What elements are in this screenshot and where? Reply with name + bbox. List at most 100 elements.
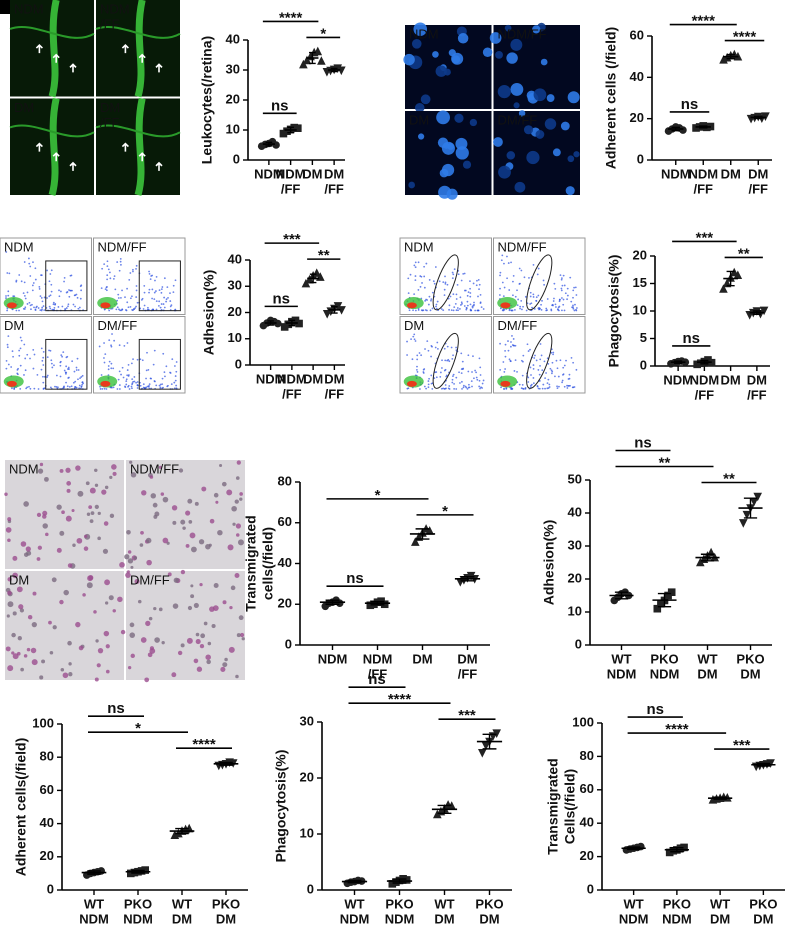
event [427, 349, 430, 352]
data-point [742, 510, 752, 520]
event [562, 303, 565, 306]
event [504, 368, 507, 370]
event [70, 289, 72, 292]
event [143, 284, 146, 287]
event [478, 288, 480, 291]
event [533, 308, 536, 310]
event [40, 347, 43, 350]
event [441, 367, 443, 369]
y-tick-label: 40 [228, 251, 242, 266]
significance-label: ns [346, 570, 364, 587]
event [155, 275, 158, 278]
event [417, 289, 420, 291]
cell [211, 623, 216, 629]
error-bar [626, 846, 641, 851]
event [466, 300, 469, 303]
event [103, 342, 105, 344]
cell [68, 662, 72, 666]
event [127, 363, 130, 366]
event [104, 288, 107, 291]
cell [7, 665, 14, 672]
event [571, 386, 574, 389]
cell [16, 586, 23, 593]
event [551, 303, 554, 306]
cell [112, 471, 117, 476]
y-tick-label: 20 [300, 769, 314, 784]
y-tick-label: 0 [307, 881, 314, 896]
event [167, 296, 169, 299]
event [121, 289, 123, 292]
event [48, 280, 51, 283]
x-tick-label: PKO [736, 651, 764, 666]
y-tick-label: 60 [40, 782, 54, 797]
event [454, 302, 457, 305]
x-tick-label: PKO [385, 896, 413, 911]
gate [138, 338, 181, 390]
cell [129, 632, 136, 638]
event [155, 308, 158, 311]
event [554, 375, 556, 378]
event [136, 387, 139, 389]
event [108, 339, 111, 342]
event [413, 293, 416, 296]
cell [89, 487, 96, 494]
cell [5, 646, 11, 652]
image-label: NDM [9, 461, 39, 476]
event [573, 386, 576, 388]
y-tick-label: 80 [40, 749, 54, 764]
event [552, 300, 555, 302]
event [74, 386, 76, 388]
event [103, 263, 106, 266]
cell [235, 476, 240, 480]
event [159, 383, 162, 386]
nucleus [565, 186, 575, 196]
event [409, 273, 412, 276]
event [127, 306, 130, 309]
event [126, 287, 128, 290]
error-bar [437, 804, 452, 814]
y-tick-label: 20 [633, 247, 647, 262]
event [575, 294, 578, 296]
event [474, 369, 477, 372]
event [522, 305, 524, 308]
event [529, 384, 532, 387]
event [132, 270, 134, 273]
event [461, 302, 463, 305]
event [537, 387, 540, 390]
cell [160, 492, 165, 496]
cell [56, 504, 62, 510]
event [116, 261, 119, 263]
event [34, 278, 37, 281]
cell [36, 512, 42, 517]
cell [72, 543, 76, 547]
data-point [759, 306, 769, 316]
x-tick-label: /FF [282, 386, 302, 401]
cell [199, 582, 203, 587]
event [448, 304, 451, 307]
event [29, 357, 31, 360]
event [52, 303, 55, 306]
event [161, 377, 164, 380]
cell [187, 605, 193, 611]
event [499, 307, 502, 310]
event [570, 300, 573, 303]
event [501, 281, 504, 284]
cell [27, 614, 33, 620]
event [479, 374, 482, 376]
event [513, 370, 516, 372]
event [453, 382, 455, 385]
cell [193, 658, 199, 664]
event [146, 308, 149, 311]
event [163, 296, 166, 299]
image-label: NDM/FF [498, 26, 547, 41]
event [143, 304, 146, 307]
density-core [6, 302, 17, 309]
event [42, 305, 45, 307]
error-bar [756, 762, 771, 767]
event [457, 309, 459, 312]
arrow [52, 152, 60, 162]
x-tick-label: DM [303, 371, 323, 386]
event [24, 369, 27, 372]
cell [190, 546, 197, 553]
event [135, 296, 138, 298]
